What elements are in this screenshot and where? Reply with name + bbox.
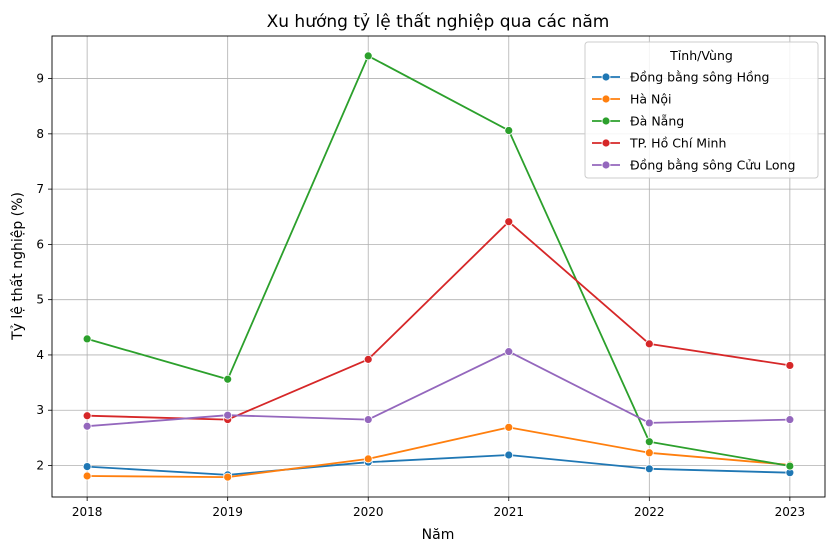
data-point [504, 347, 514, 357]
data-point [785, 461, 795, 471]
y-axis-title: Tỷ lệ thất nghiệp (%) [10, 192, 26, 341]
data-point [504, 422, 514, 432]
legend-label: Hà Nội [630, 92, 672, 107]
legend-title: Tỉnh/Vùng [669, 48, 733, 63]
data-point [363, 415, 373, 425]
x-tick-label: 2018 [72, 505, 103, 519]
x-tick-label: 2019 [212, 505, 243, 519]
data-point [504, 217, 514, 227]
data-point [363, 454, 373, 464]
data-point [504, 126, 514, 135]
legend-label: Đồng bằng sông Hồng [630, 70, 769, 85]
y-tick-label: 7 [36, 182, 44, 196]
y-tick-label: 5 [36, 293, 44, 307]
series-line [87, 426, 790, 479]
data-point [82, 334, 92, 344]
series-line [87, 454, 790, 476]
data-point [223, 374, 233, 384]
legend-marker [601, 72, 611, 82]
legend-box [584, 41, 819, 179]
x-tick-label: 2022 [634, 505, 665, 519]
data-point [363, 354, 373, 364]
data-point [644, 464, 654, 474]
x-tick-label: 2023 [775, 505, 806, 519]
legend-item: Đà Nẵng [592, 114, 684, 129]
series-line [86, 55, 791, 467]
y-tick-label: 2 [36, 458, 44, 472]
legend-label: Đà Nẵng [630, 114, 684, 129]
x-axis-title: Năm [422, 527, 455, 543]
legend-label: TP. Hồ Chí Minh [629, 136, 726, 151]
legend-item: Đồng bằng sông Cửu Long [592, 158, 795, 173]
legend-marker [601, 138, 611, 148]
series-line [87, 350, 790, 428]
series-4 [82, 217, 795, 425]
x-tick-label: 2021 [493, 505, 524, 519]
chart-title: Xu hướng tỷ lệ thất nghiệp qua các năm [267, 11, 610, 32]
legend-marker [601, 160, 611, 170]
legend-marker [601, 116, 611, 126]
series-5 [82, 347, 795, 431]
legend-marker [601, 94, 611, 104]
data-point [223, 472, 233, 482]
data-point [644, 437, 654, 447]
data-point [504, 450, 514, 460]
series-3 [82, 51, 795, 471]
legend-item: Hà Nội [592, 92, 672, 107]
y-tick-label: 4 [36, 348, 44, 362]
series-layer [82, 51, 795, 482]
legend-label: Đồng bằng sông Cửu Long [630, 158, 795, 173]
plot-frame [51, 35, 826, 498]
data-point [644, 418, 654, 428]
series-line [87, 220, 791, 421]
data-point [82, 411, 92, 421]
data-point [644, 339, 654, 349]
legend-item: TP. Hồ Chí Minh [592, 136, 726, 151]
legend: Tỉnh/Vùng Đồng bằng sông Hồng Hà Nội Đà Nẵn… [584, 41, 819, 179]
y-axis: 2 3 4 5 6 7 8 9 [36, 72, 52, 472]
y-tick-label: 9 [36, 72, 44, 86]
y-tick-label: 3 [36, 403, 44, 417]
data-point [363, 51, 373, 61]
data-point [82, 471, 92, 481]
data-point [223, 410, 233, 420]
y-tick-label: 8 [36, 127, 44, 141]
data-point [82, 462, 92, 471]
legend-item: Đồng bằng sông Hồng [592, 70, 769, 85]
data-point [785, 415, 795, 425]
data-point [785, 361, 795, 370]
y-tick-label: 6 [36, 237, 44, 251]
data-point [644, 448, 654, 458]
x-tick-label: 2020 [353, 505, 384, 519]
data-point [82, 421, 92, 431]
x-axis: 2018 2019 2020 2021 2022 2023 [72, 497, 805, 519]
